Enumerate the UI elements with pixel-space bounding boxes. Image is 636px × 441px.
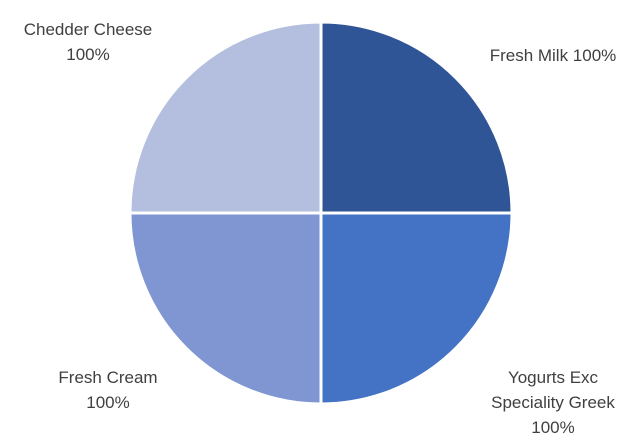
pie-label-line: Yogurts Exc: [508, 368, 599, 387]
pie-label-line: Fresh Cream: [58, 368, 157, 387]
pie-label-line: 100%: [66, 45, 109, 64]
pie-label-line: 100%: [531, 418, 574, 437]
pie-slice-1: [319, 20, 514, 215]
pie-slice-4: [128, 20, 323, 215]
pie-label-line: Fresh Milk 100%: [490, 46, 617, 65]
pie-label-line: Chedder Cheese: [24, 20, 153, 39]
pie-slice-2: [319, 211, 514, 406]
pie-label-1: Fresh Milk 100%: [490, 46, 617, 65]
pie-slice-3: [128, 211, 323, 406]
pie-label-2: Yogurts Exc Speciality Greek 100%: [491, 368, 615, 437]
pie-labels: Fresh Milk 100% Yogurts Exc Speciality Gre…: [24, 20, 617, 437]
pie-label-3: Fresh Cream 100%: [58, 368, 157, 412]
pie-label-line: 100%: [86, 393, 129, 412]
pie-label-4: Chedder Cheese 100%: [24, 20, 153, 64]
pie-label-line: Speciality Greek: [491, 393, 615, 412]
pie-slices: [128, 20, 514, 406]
